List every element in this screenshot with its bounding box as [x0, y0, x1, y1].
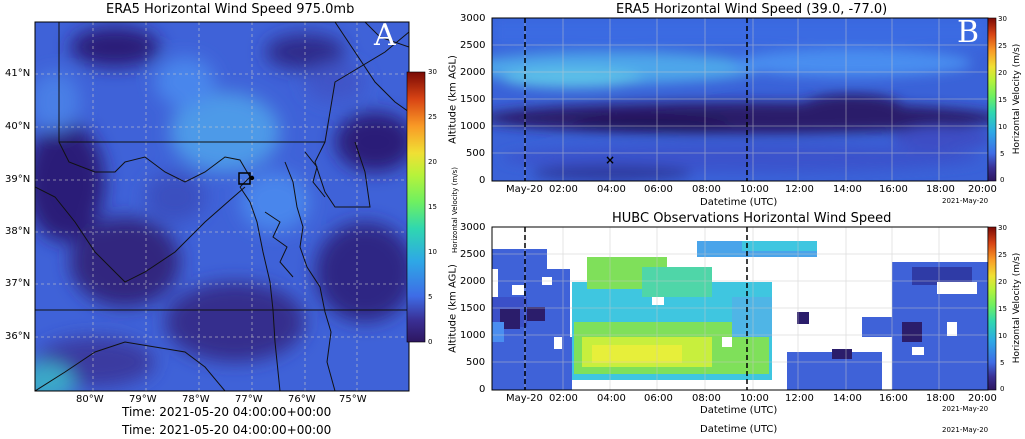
lat-tick: 36°N [5, 331, 31, 342]
x-tick: 08:00 [692, 393, 721, 404]
y-tick: 2500 [460, 249, 486, 260]
time-label: Time: 2021-05-20 04:00:00+00:00 [122, 405, 332, 419]
panel-c-heatmap [491, 226, 989, 391]
cb-tick: 20 [998, 69, 1007, 77]
panel-c-xlabel: Datetime (UTC) [700, 405, 778, 416]
panel-b-colorbar-label: Horizontal Velocity (m/s) [1012, 43, 1022, 155]
panel-c-ylabel: Altitude (km AGL) [447, 264, 459, 353]
x-tick: 18:00 [926, 393, 955, 404]
y-tick: 1000 [460, 330, 486, 341]
cb-tick: 20 [428, 158, 437, 166]
panel-b-date-note: 2021-May-20 [942, 197, 989, 205]
lat-tick: 40°N [5, 121, 31, 132]
cb-tick: 25 [998, 251, 1007, 259]
panel-b-title: ERA5 Horizontal Wind Speed (39.0, -77.0) [616, 2, 888, 17]
cb-tick: 5 [428, 293, 433, 301]
y-tick: 0 [479, 175, 486, 186]
x-tick: 16:00 [879, 184, 908, 195]
cb-tick: 5 [1000, 359, 1005, 367]
x-tick: 18:00 [926, 184, 955, 195]
lon-tick: 80°W [76, 394, 104, 405]
lat-tick: 39°N [5, 174, 31, 185]
lon-tick: 77°W [235, 394, 263, 405]
panel-c-date-note: 2021-May-20 [942, 405, 989, 413]
x-tick: 12:00 [785, 393, 814, 404]
cb-tick: 15 [998, 96, 1007, 104]
x-tick: 14:00 [833, 393, 862, 404]
x-tick: 14:00 [833, 184, 862, 195]
y-tick: 1500 [460, 94, 486, 105]
cb-tick: 25 [428, 113, 437, 121]
panel-c-letter: C [957, 223, 980, 258]
y-tick: 2000 [460, 276, 486, 287]
x-tick: 10:00 [740, 393, 769, 404]
x-tick: 06:00 [644, 393, 673, 404]
panel-b-letter: B [957, 15, 980, 50]
lon-tick: 75°W [339, 394, 367, 405]
x-tick: 06:00 [644, 184, 673, 195]
lat-tick: 41°N [5, 68, 31, 79]
lon-tick: 76°W [288, 394, 316, 405]
x-tick: 08:00 [692, 184, 721, 195]
panel-a-letter: A [374, 18, 396, 53]
x-tick: 20:00 [968, 393, 997, 404]
panel-c-date-note-2: 2021-May-20 [942, 426, 989, 434]
panel-b-colorbar [987, 17, 997, 182]
x-tick: 10:00 [740, 184, 769, 195]
lat-tick: 38°N [5, 226, 31, 237]
x-tick: 04:00 [597, 184, 626, 195]
y-tick: 1000 [460, 121, 486, 132]
y-tick: 3000 [460, 13, 486, 24]
panel-b-xlabel: Datetime (UTC) [700, 197, 778, 208]
cb-tick: 10 [428, 248, 437, 256]
cb-tick: 0 [428, 338, 433, 346]
panel-b-ylabel: Altitude (km AGL) [447, 55, 459, 144]
panel-b-heatmap: × [491, 17, 989, 182]
x-tick: May-20 [506, 393, 543, 404]
cb-tick: 15 [998, 305, 1007, 313]
panel-a-colorbar [406, 71, 426, 343]
cb-tick: 30 [998, 224, 1007, 232]
panel-c-colorbar [987, 226, 997, 391]
x-tick: 02:00 [549, 184, 578, 195]
x-tick: 02:00 [549, 393, 578, 404]
panel-c-xlabel-2: Datetime (UTC) [700, 424, 778, 435]
cb-tick: 0 [1000, 385, 1005, 393]
y-tick: 500 [466, 357, 486, 368]
x-tick: 20:00 [968, 184, 997, 195]
cb-tick: 25 [998, 42, 1007, 50]
time-label: Time: 2021-05-20 04:00:00+00:00 [122, 423, 332, 437]
x-tick: 04:00 [597, 393, 626, 404]
panel-a-title: ERA5 Horizontal Wind Speed 975.0mb [106, 2, 355, 17]
lat-tick: 37°N [5, 278, 31, 289]
y-tick: 2000 [460, 67, 486, 78]
y-tick: 1500 [460, 303, 486, 314]
panel-c-colorbar-label: Horizontal Velocity (m/s) [1012, 252, 1022, 364]
y-tick: 500 [466, 148, 486, 159]
panel-a-colorbar-label: Horizontal Velocity (m/s) [451, 167, 459, 253]
cb-tick: 10 [998, 123, 1007, 131]
cb-tick: 30 [428, 68, 437, 76]
y-tick: 3000 [460, 222, 486, 233]
lon-tick: 79°W [129, 394, 157, 405]
svg-text:×: × [605, 153, 615, 167]
cb-tick: 20 [998, 278, 1007, 286]
panel-c-title: HUBC Observations Horizontal Wind Speed [612, 211, 892, 226]
cb-tick: 30 [998, 15, 1007, 23]
cb-tick: 10 [998, 332, 1007, 340]
x-tick: May-20 [506, 184, 543, 195]
x-tick: 16:00 [879, 393, 908, 404]
lon-tick: 78°W [182, 394, 210, 405]
cb-tick: 15 [428, 203, 437, 211]
panel-a-map [34, 21, 410, 392]
y-tick: 0 [479, 384, 486, 395]
cb-tick: 0 [1000, 176, 1005, 184]
x-tick: 12:00 [785, 184, 814, 195]
y-tick: 2500 [460, 40, 486, 51]
cb-tick: 5 [1000, 150, 1005, 158]
